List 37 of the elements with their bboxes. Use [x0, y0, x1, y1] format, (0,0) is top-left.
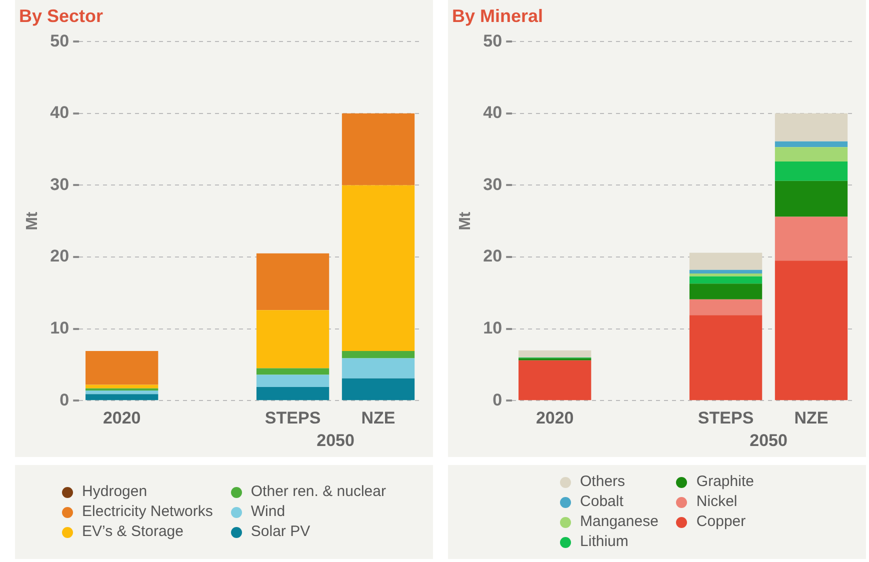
text: 2050 — [316, 431, 354, 450]
legend-label: Solar PV — [250, 522, 310, 542]
y-tick-label: 50 — [50, 31, 70, 50]
legend-label: Lithium — [580, 532, 628, 552]
y-axis-title: Mt — [24, 211, 42, 230]
y-tick-label: 0 — [492, 390, 502, 410]
x-tick-label: NZE — [794, 408, 828, 428]
x-tick-label: 2020 — [102, 408, 141, 428]
y-tick-label: 50 — [483, 31, 502, 50]
y-tick-label: 20 — [483, 246, 502, 266]
legend-label: Electricity Networks — [82, 502, 213, 522]
y-tick-label: 30 — [50, 174, 70, 194]
legend-label: Copper — [696, 512, 746, 532]
x-tick-label: STEPS — [698, 408, 754, 428]
y-axis-title: Mt — [457, 211, 474, 230]
legend-label: Wind — [250, 502, 286, 522]
y-tick-label: 0 — [60, 390, 70, 410]
legend-label: Others — [580, 472, 626, 492]
y-tick-label: 40 — [50, 103, 70, 122]
legend-label: Manganese — [580, 512, 658, 532]
legend-label: Nickel — [696, 492, 738, 512]
y-tick-label: 20 — [50, 246, 70, 266]
x-tick-label: 2020 — [536, 408, 574, 428]
y-tick-label: 40 — [483, 103, 502, 122]
chart-title: By Mineral — [452, 6, 544, 26]
legend-label: Other ren. & nuclear — [250, 482, 386, 502]
legend-label: Graphite — [696, 472, 754, 492]
y-tick-label: 30 — [483, 174, 502, 194]
legend-label: Hydrogen — [82, 482, 148, 502]
x-tick-label: NZE — [361, 408, 396, 428]
legend-label: EV’s & Storage — [82, 522, 184, 542]
y-tick-label: 10 — [483, 318, 502, 338]
text: 2050 — [750, 431, 788, 450]
x-tick-label: STEPS — [264, 408, 321, 428]
chart-title: By Sector — [19, 6, 104, 26]
legend-label: Cobalt — [580, 492, 624, 512]
y-tick-label: 10 — [50, 318, 70, 338]
